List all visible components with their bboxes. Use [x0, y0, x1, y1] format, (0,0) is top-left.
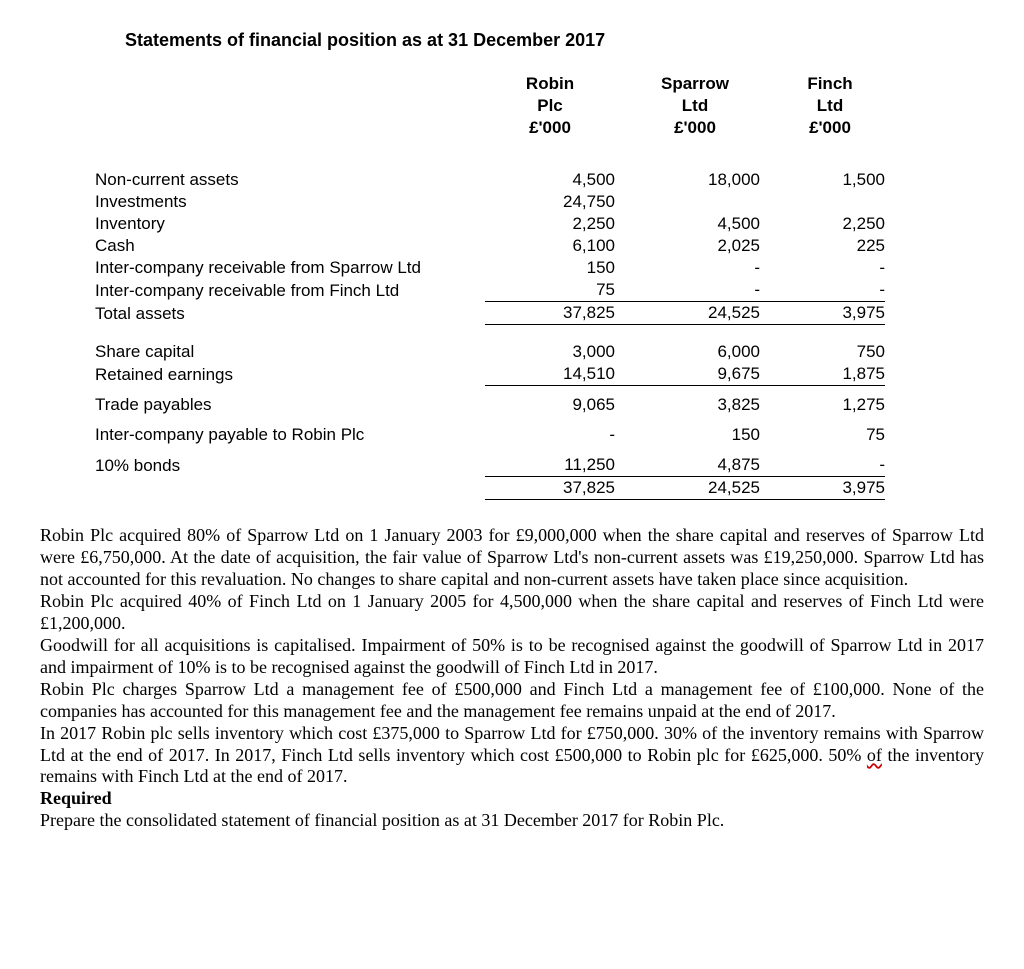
header-row-1: Robin Sparrow Finch [95, 73, 885, 95]
row-bonds: 10% bonds 11,250 4,875 - [95, 454, 885, 477]
cell-value: 75 [775, 424, 885, 446]
page-title: Statements of financial position as at 3… [125, 30, 984, 51]
cell-value: 4,500 [485, 169, 630, 191]
cell-label: Inter-company receivable from Finch Ltd [95, 279, 485, 302]
cell-value: 9,065 [485, 394, 630, 416]
cell-value: - [485, 424, 630, 446]
cell-label: Inventory [95, 213, 485, 235]
header-row-2: Plc Ltd Ltd [95, 95, 885, 117]
cell-value: 37,825 [485, 477, 630, 500]
cell-value: 6,100 [485, 235, 630, 257]
cell-value: - [775, 279, 885, 302]
cell-value: 3,975 [775, 302, 885, 325]
paragraph-4: Robin Plc charges Sparrow Ltd a manageme… [40, 679, 984, 723]
required-heading: Required [40, 788, 984, 810]
row-inventory: Inventory 2,250 4,500 2,250 [95, 213, 885, 235]
row-retained-earnings: Retained earnings 14,510 9,675 1,875 [95, 363, 885, 386]
cell-value: 150 [485, 257, 630, 279]
cell-label: Inter-company payable to Robin Plc [95, 424, 485, 446]
cell-label: Trade payables [95, 394, 485, 416]
cell-label: Cash [95, 235, 485, 257]
col-header-finch: Finch [775, 73, 885, 95]
row-icr-finch: Inter-company receivable from Finch Ltd … [95, 279, 885, 302]
cell-label: Total assets [95, 302, 485, 325]
cell-value: 4,875 [630, 454, 775, 477]
cell-value: 1,275 [775, 394, 885, 416]
paragraph-required: Prepare the consolidated statement of fi… [40, 810, 984, 832]
cell-value: 3,975 [775, 477, 885, 500]
row-total-equity-liabilities: 37,825 24,525 3,975 [95, 477, 885, 500]
cell-value: 6,000 [630, 341, 775, 363]
cell-label [95, 477, 485, 500]
row-share-capital: Share capital 3,000 6,000 750 [95, 341, 885, 363]
cell-value [630, 191, 775, 213]
row-nca: Non-current assets 4,500 18,000 1,500 [95, 169, 885, 191]
paragraph-5: In 2017 Robin plc sells inventory which … [40, 723, 984, 789]
cell-value: 750 [775, 341, 885, 363]
paragraph-1: Robin Plc acquired 80% of Sparrow Ltd on… [40, 525, 984, 591]
row-trade-payables: Trade payables 9,065 3,825 1,275 [95, 394, 885, 416]
cell-label: Retained earnings [95, 363, 485, 386]
cell-value: 225 [775, 235, 885, 257]
header-row-3: £'000 £'000 £'000 [95, 117, 885, 139]
cell-value: - [630, 257, 775, 279]
cell-value [775, 191, 885, 213]
row-total-assets: Total assets 37,825 24,525 3,975 [95, 302, 885, 325]
cell-value: 24,750 [485, 191, 630, 213]
cell-value: 11,250 [485, 454, 630, 477]
paragraph-2: Robin Plc acquired 40% of Finch Ltd on 1… [40, 591, 984, 635]
question-body: Robin Plc acquired 80% of Sparrow Ltd on… [40, 525, 984, 832]
cell-value: 9,675 [630, 363, 775, 386]
cell-value: - [775, 257, 885, 279]
cell-label: Non-current assets [95, 169, 485, 191]
row-cash: Cash 6,100 2,025 225 [95, 235, 885, 257]
cell-value: - [775, 454, 885, 477]
row-investments: Investments 24,750 [95, 191, 885, 213]
col-header-sparrow: Sparrow [630, 73, 775, 95]
cell-label: Inter-company receivable from Sparrow Lt… [95, 257, 485, 279]
cell-value: 14,510 [485, 363, 630, 386]
spellcheck-underline: of [867, 745, 882, 765]
cell-value: 150 [630, 424, 775, 446]
row-icr-sparrow: Inter-company receivable from Sparrow Lt… [95, 257, 885, 279]
col-header-robin: Robin [485, 73, 630, 95]
paragraph-3: Goodwill for all acquisitions is capital… [40, 635, 984, 679]
cell-value: 1,500 [775, 169, 885, 191]
row-icp-robin: Inter-company payable to Robin Plc - 150… [95, 424, 885, 446]
cell-value: 18,000 [630, 169, 775, 191]
cell-value: - [630, 279, 775, 302]
cell-label: Share capital [95, 341, 485, 363]
cell-label: Investments [95, 191, 485, 213]
financial-table: Robin Sparrow Finch Plc Ltd Ltd £'000 £'… [95, 73, 885, 500]
cell-label: 10% bonds [95, 454, 485, 477]
cell-value: 24,525 [630, 302, 775, 325]
cell-value: 37,825 [485, 302, 630, 325]
cell-value: 2,025 [630, 235, 775, 257]
cell-value: 1,875 [775, 363, 885, 386]
cell-value: 3,825 [630, 394, 775, 416]
cell-value: 2,250 [485, 213, 630, 235]
cell-value: 2,250 [775, 213, 885, 235]
cell-value: 3,000 [485, 341, 630, 363]
cell-value: 75 [485, 279, 630, 302]
cell-value: 24,525 [630, 477, 775, 500]
cell-value: 4,500 [630, 213, 775, 235]
